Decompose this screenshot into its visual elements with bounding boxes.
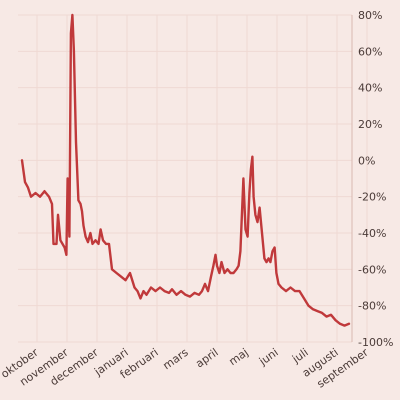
y-tick-label: -100% xyxy=(358,336,393,349)
x-tick-label: maj xyxy=(226,346,250,368)
y-tick-label: -60% xyxy=(358,263,386,276)
y-tick-label: 0% xyxy=(358,154,375,167)
series-line-0 xyxy=(20,13,351,327)
y-tick-label: 40% xyxy=(358,82,382,95)
x-tick-label: april xyxy=(193,346,220,371)
y-tick-label: 80% xyxy=(358,9,382,22)
series-layer xyxy=(20,13,351,327)
y-tick-label: 20% xyxy=(358,118,382,131)
x-tick-label: juni xyxy=(256,346,281,369)
y-tick-label: 60% xyxy=(358,45,382,58)
x-tick-label: mars xyxy=(161,346,191,373)
y-tick-label: -40% xyxy=(358,227,386,240)
grid xyxy=(18,14,368,343)
y-tick-label: -20% xyxy=(358,191,386,204)
y-tick-label: -80% xyxy=(358,300,386,313)
y-axis-labels: 80% 60% 40% 20% 0% -20% -40% -60% -80% -100% xyxy=(358,9,393,349)
